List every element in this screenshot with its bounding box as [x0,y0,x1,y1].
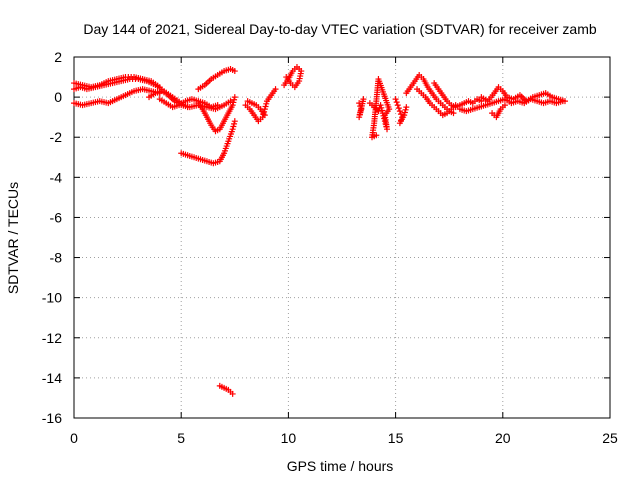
data-point [229,390,236,397]
data-point [229,102,236,109]
y-tick-label: -12 [42,330,62,346]
data-point [230,99,237,106]
series-arc-q [431,80,485,111]
x-tick-label: 20 [495,430,511,446]
data-point [379,107,386,114]
series-arc-e [156,96,221,111]
data-point [360,96,367,103]
data-point [231,120,238,127]
data-point [401,109,408,116]
axis-ticks [73,56,611,419]
data-point [229,126,236,133]
data-point [231,68,238,75]
grid-lines [74,57,610,418]
series-arc-t [489,102,508,121]
y-tick-label: 0 [54,89,62,105]
y-tick-label: -2 [50,129,63,145]
plot-frame [73,56,611,419]
series-arc-u [216,382,236,397]
data-point [272,86,279,93]
series-arc-n [392,96,410,127]
data-point [227,98,234,105]
data-point [450,110,457,117]
y-tick-label: -4 [50,169,63,185]
series-arc-m [366,76,393,141]
series-arc-s [478,84,568,105]
data-point [401,112,408,119]
data-point [393,99,400,106]
y-tick-label: -14 [42,370,62,386]
y-axis-label: SDTVAR / TECUs [5,182,21,294]
data-point [261,112,268,119]
y-tick-label: -16 [42,410,62,426]
y-tick-label: -10 [42,290,62,306]
data-point [397,111,404,118]
x-tick-label: 0 [70,430,78,446]
y-tick-label: -6 [50,209,63,225]
x-axis-label: GPS time / hours [287,458,394,474]
data-point [392,96,399,103]
series-arc-h [195,94,238,135]
series-arc-f [195,66,238,93]
data-point [231,96,238,103]
data-point [561,98,568,105]
data-point [501,102,508,109]
data-points [71,64,568,397]
data-point [403,104,410,111]
data-point [230,123,237,130]
series-arc-j [244,98,268,119]
data-point [375,108,382,115]
series-arc-l [356,96,367,121]
data-point [378,104,385,111]
data-point [394,102,401,109]
x-tick-label: 15 [388,430,404,446]
data-point [283,74,290,81]
chart-title: Day 144 of 2021, Sidereal Day-to-day VTE… [83,21,596,37]
x-tick-label: 25 [602,430,618,446]
data-point [402,106,409,113]
x-tick-label: 5 [177,430,185,446]
data-point [396,108,403,115]
data-point [373,132,380,139]
data-point [214,102,221,109]
x-tick-label: 10 [281,430,297,446]
series-arc-i [242,86,279,125]
y-tick-label: 2 [54,49,62,65]
data-point [262,103,269,110]
data-point [231,118,238,125]
series-arc-g [178,118,238,167]
y-tick-label: -8 [50,250,63,266]
data-point [395,105,402,112]
series-arc-k [281,64,305,91]
data-point [263,100,270,107]
data-point [231,94,238,101]
